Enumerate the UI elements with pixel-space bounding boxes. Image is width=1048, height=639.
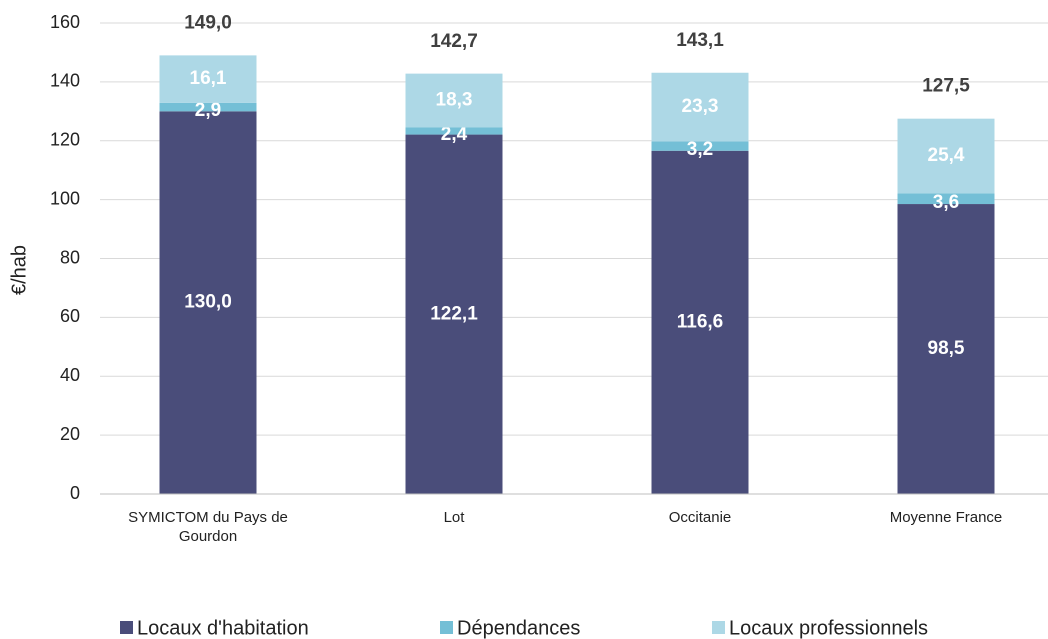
data-label: 16,1: [190, 68, 227, 89]
bar-segment: [651, 141, 749, 151]
y-tick-label: 60: [60, 306, 80, 326]
y-tick-label: 20: [60, 424, 80, 444]
bar-segment: [897, 118, 995, 194]
x-tick-label: Gourdon: [179, 528, 237, 545]
data-label: 23,3: [682, 96, 719, 117]
data-label: 25,4: [928, 145, 965, 166]
data-label: 3,2: [687, 139, 713, 160]
x-tick-label: Occitanie: [669, 509, 732, 526]
legend-label: Locaux professionnels: [729, 617, 928, 639]
x-tick-label: Lot: [444, 509, 466, 526]
data-label: 18,3: [436, 90, 473, 111]
legend-swatch: [120, 621, 133, 634]
total-label: 143,1: [676, 30, 724, 51]
data-label: 98,5: [928, 338, 965, 359]
bar-segment: [159, 102, 257, 112]
data-label: 3,6: [933, 192, 959, 213]
total-label: 127,5: [922, 76, 970, 97]
total-label: 142,7: [430, 31, 478, 52]
data-label: 130,0: [184, 292, 232, 313]
bar-segment: [405, 73, 503, 128]
data-label: 2,9: [195, 100, 221, 121]
bar-segment: [405, 134, 503, 495]
legend-label: Dépendances: [457, 617, 580, 639]
x-tick-label: SYMICTOM du Pays de: [128, 509, 288, 526]
x-tick-label: Moyenne France: [890, 509, 1003, 526]
bar-segment: [159, 111, 257, 494]
legend-swatch: [712, 621, 725, 634]
y-tick-label: 160: [50, 12, 80, 32]
y-tick-label: 80: [60, 247, 80, 267]
bar-segment: [897, 193, 995, 205]
data-label: 116,6: [677, 311, 724, 332]
bar-segment: [651, 150, 749, 495]
y-tick-label: 40: [60, 365, 80, 385]
bar-segment: [159, 55, 257, 103]
y-tick-label: 100: [50, 188, 80, 208]
bar-segment: [897, 204, 995, 494]
bar-segment: [405, 127, 503, 135]
bar-segment: [651, 72, 749, 142]
total-label: 149,0: [184, 12, 232, 33]
legend-label: Locaux d'habitation: [137, 617, 309, 639]
y-tick-label: 0: [70, 483, 80, 503]
data-label: 122,1: [430, 303, 478, 324]
y-tick-label: 140: [50, 71, 80, 91]
data-label: 2,4: [441, 124, 468, 145]
y-axis-label: €/hab: [8, 245, 30, 295]
y-tick-label: 120: [50, 130, 80, 150]
legend-swatch: [440, 621, 453, 634]
